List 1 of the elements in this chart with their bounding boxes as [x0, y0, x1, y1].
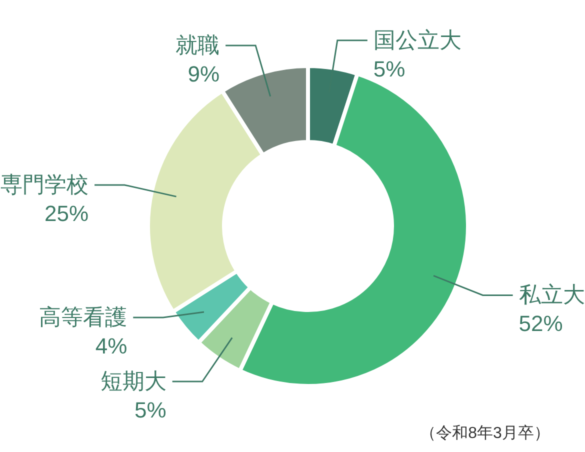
text: （令和8年3月卒）	[420, 424, 550, 442]
